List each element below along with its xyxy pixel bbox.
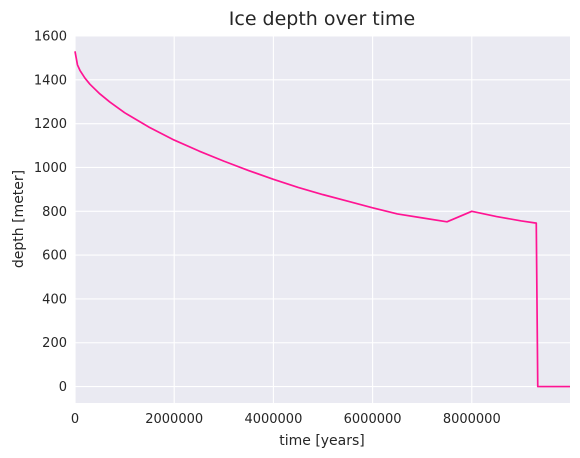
x-tick-label: 4000000	[244, 412, 302, 427]
y-tick-label: 1200	[34, 117, 67, 132]
y-tick-label: 800	[42, 205, 67, 220]
x-tick-label: 6000000	[344, 412, 402, 427]
x-tick-label: 2000000	[145, 412, 203, 427]
series-layer	[74, 51, 570, 388]
y-tick-label: 1400	[34, 73, 67, 88]
y-tick-label: 0	[59, 380, 67, 395]
x-tick-label: 8000000	[443, 412, 501, 427]
y-tick-label: 1000	[34, 161, 67, 176]
x-tick-labels: 0 2000000 4000000 6000000 8000000	[71, 412, 501, 427]
x-tick-label: 0	[71, 412, 79, 427]
plot-area	[75, 36, 570, 403]
grid	[74, 35, 570, 403]
y-tick-label: 200	[42, 336, 67, 351]
y-tick-labels: 0 200 400 600 800 1000 1200 1400 1600	[34, 30, 67, 396]
chart-title: Ice depth over time	[229, 8, 415, 30]
x-axis-label: time [years]	[279, 433, 365, 449]
y-axis-label: depth [meter]	[11, 170, 27, 268]
y-tick-label: 1600	[34, 30, 67, 45]
y-tick-label: 400	[42, 292, 67, 307]
y-tick-label: 600	[42, 249, 67, 264]
series-line	[74, 51, 570, 388]
